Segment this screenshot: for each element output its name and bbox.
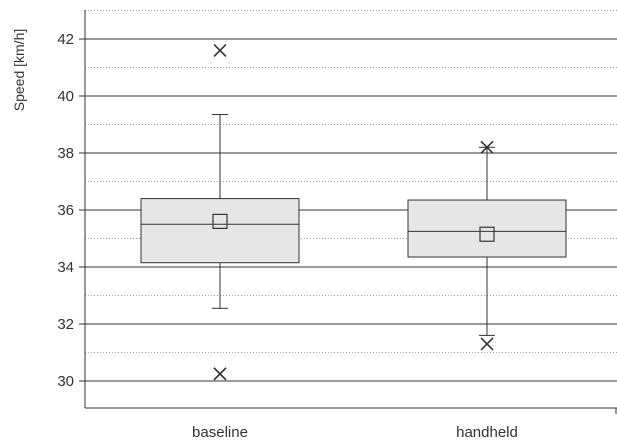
outlier-marker xyxy=(213,367,227,381)
y-tick-label: 40 xyxy=(57,88,74,105)
x-category-labels: baseline handheld xyxy=(192,424,518,441)
y-tick-label: 34 xyxy=(57,259,74,276)
box-layer xyxy=(140,43,567,381)
y-tick-label: 30 xyxy=(57,373,74,390)
y-tick-label: 36 xyxy=(57,202,74,219)
outlier-marker xyxy=(480,140,494,154)
iqr-box xyxy=(407,199,567,258)
axis-layer xyxy=(79,10,617,414)
outlier-stroke xyxy=(480,337,494,351)
box-baseline xyxy=(140,43,300,381)
outlier-stroke xyxy=(213,367,227,381)
box-handheld xyxy=(407,140,567,351)
x-category-label: baseline xyxy=(192,424,248,441)
outlier-marker xyxy=(213,43,227,57)
iqr-box xyxy=(140,198,300,264)
outlier-stroke xyxy=(213,43,227,57)
mean-marker xyxy=(479,226,495,242)
y-tick-labels: 30 32 34 36 38 40 42 xyxy=(57,31,74,390)
y-tick-label: 42 xyxy=(57,31,74,48)
outlier-stroke xyxy=(480,140,494,154)
y-tick-label: 32 xyxy=(57,316,74,333)
outlier-marker xyxy=(480,337,494,351)
x-category-label: handheld xyxy=(456,424,518,441)
mean-marker xyxy=(212,213,228,229)
grid-layer xyxy=(85,10,617,382)
y-axis-title: Speed [km/h] xyxy=(11,29,27,112)
y-tick-label: 38 xyxy=(57,145,74,162)
